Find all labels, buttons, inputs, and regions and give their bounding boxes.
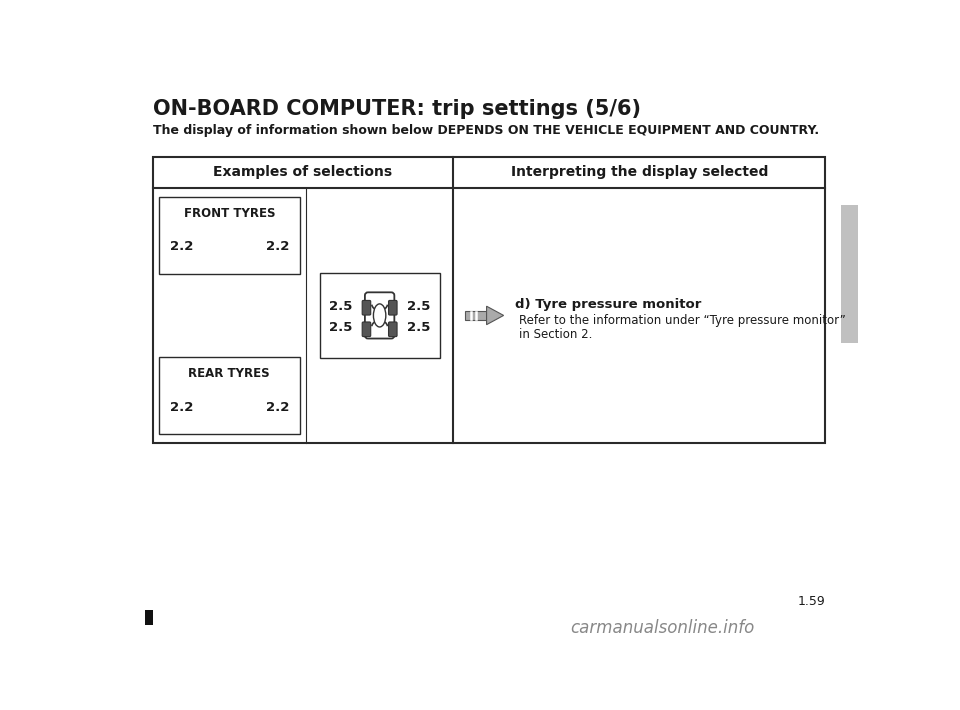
Text: 2.5: 2.5 — [329, 300, 352, 312]
Text: ON-BOARD COMPUTER: trip settings (5/6): ON-BOARD COMPUTER: trip settings (5/6) — [153, 99, 640, 119]
Text: in Section 2.: in Section 2. — [519, 328, 592, 341]
Text: 2.5: 2.5 — [407, 300, 430, 312]
Text: The display of information shown below DEPENDS ON THE VEHICLE EQUIPMENT AND COUN: The display of information shown below D… — [153, 124, 819, 137]
Bar — [158, 197, 300, 274]
Text: 1.59: 1.59 — [798, 595, 826, 608]
Bar — [465, 311, 487, 320]
Bar — [158, 357, 300, 434]
FancyBboxPatch shape — [362, 300, 371, 315]
Bar — [320, 273, 440, 358]
Text: 2.2: 2.2 — [266, 241, 289, 253]
Bar — [841, 204, 858, 343]
Text: FRONT TYRES: FRONT TYRES — [183, 207, 275, 220]
Text: REAR TYRES: REAR TYRES — [188, 368, 270, 381]
FancyBboxPatch shape — [389, 322, 397, 337]
Text: 2.2: 2.2 — [266, 400, 289, 413]
FancyBboxPatch shape — [362, 322, 371, 337]
Bar — [153, 157, 826, 443]
Text: d) Tyre pressure monitor: d) Tyre pressure monitor — [516, 298, 702, 312]
Text: carmanualsonline.info: carmanualsonline.info — [570, 619, 755, 637]
Bar — [145, 610, 153, 625]
Text: 2.5: 2.5 — [407, 321, 430, 334]
FancyBboxPatch shape — [365, 293, 395, 339]
Text: Interpreting the display selected: Interpreting the display selected — [511, 165, 768, 179]
Text: 2.2: 2.2 — [170, 241, 193, 253]
Ellipse shape — [373, 304, 386, 327]
Text: Examples of selections: Examples of selections — [213, 165, 393, 179]
FancyBboxPatch shape — [389, 300, 397, 315]
Text: Refer to the information under “Tyre pressure monitor”: Refer to the information under “Tyre pre… — [519, 314, 846, 327]
Polygon shape — [487, 306, 504, 324]
Text: 2.5: 2.5 — [329, 321, 352, 334]
Text: 2.2: 2.2 — [170, 400, 193, 413]
